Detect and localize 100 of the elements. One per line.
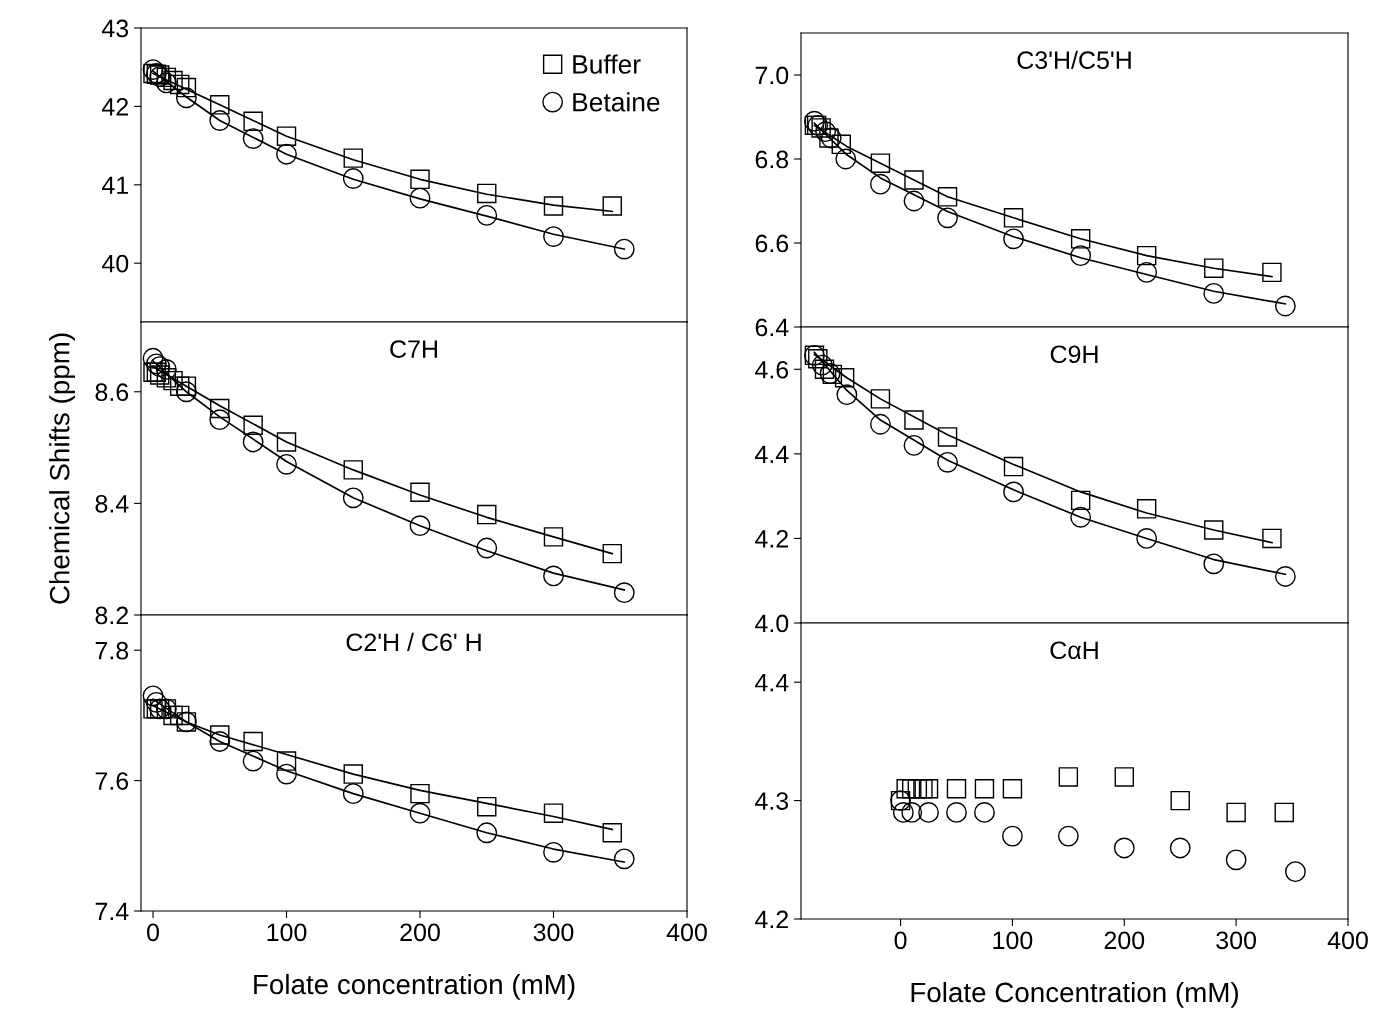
point bbox=[210, 95, 230, 115]
point bbox=[477, 504, 497, 525]
point bbox=[1136, 245, 1157, 266]
text: C2'H / C6' H bbox=[346, 632, 481, 652]
point bbox=[209, 110, 231, 131]
point bbox=[342, 783, 364, 805]
point bbox=[1114, 767, 1135, 787]
point bbox=[613, 848, 635, 870]
y-tick-label: 8.4 bbox=[95, 494, 129, 513]
point bbox=[870, 389, 891, 409]
point bbox=[937, 427, 958, 447]
point bbox=[156, 67, 177, 88]
point bbox=[1057, 825, 1079, 847]
point bbox=[1262, 528, 1282, 549]
x-tick-label: 0 bbox=[894, 931, 907, 950]
x-tick-label: 200 bbox=[1104, 931, 1145, 950]
point bbox=[155, 72, 177, 94]
point bbox=[145, 691, 167, 713]
text: C3'H/C5'H bbox=[1017, 50, 1131, 69]
point bbox=[169, 74, 190, 95]
point bbox=[163, 70, 183, 91]
point bbox=[870, 173, 891, 195]
point bbox=[210, 398, 230, 419]
point bbox=[901, 802, 923, 823]
point bbox=[343, 460, 363, 480]
point bbox=[1203, 282, 1225, 304]
point bbox=[209, 409, 231, 431]
text: C9H bbox=[1050, 345, 1098, 364]
point bbox=[602, 543, 622, 564]
point bbox=[1274, 295, 1296, 317]
point bbox=[974, 802, 995, 823]
point bbox=[1169, 837, 1191, 859]
point bbox=[543, 527, 564, 547]
y-tick-label: 7.6 bbox=[95, 772, 129, 790]
x-tick-label: 100 bbox=[267, 923, 307, 942]
legend-label: Betaine bbox=[573, 92, 660, 112]
x-axis-title: Folate concentration (mM) bbox=[254, 973, 575, 1000]
point bbox=[176, 77, 197, 98]
point bbox=[169, 705, 190, 726]
text: CαH bbox=[1050, 641, 1098, 660]
point bbox=[156, 368, 177, 388]
x-tick-label: 300 bbox=[1216, 931, 1257, 950]
point bbox=[1225, 849, 1247, 871]
point bbox=[142, 685, 164, 707]
point bbox=[543, 196, 564, 216]
point bbox=[410, 169, 430, 190]
point bbox=[476, 204, 498, 226]
point bbox=[1262, 262, 1282, 283]
point bbox=[892, 802, 914, 823]
point bbox=[343, 148, 363, 168]
point bbox=[1203, 553, 1225, 575]
point bbox=[176, 376, 197, 396]
y-axis-title: Chemical Shifts (ppm) bbox=[49, 333, 75, 604]
point bbox=[1113, 837, 1135, 859]
point bbox=[870, 153, 891, 173]
x-tick-label: 200 bbox=[400, 923, 440, 942]
y-tick-label: 4.4 bbox=[755, 445, 789, 463]
y-tick-label: 4.0 bbox=[755, 614, 789, 633]
point bbox=[815, 121, 837, 143]
point bbox=[410, 482, 430, 502]
y-tick-label: 43 bbox=[101, 19, 129, 38]
point bbox=[904, 410, 924, 430]
point bbox=[243, 731, 263, 752]
point bbox=[155, 359, 177, 380]
point bbox=[1226, 802, 1246, 823]
x-axis-title: Folate Concentration (mM) bbox=[911, 981, 1238, 1008]
point bbox=[946, 779, 967, 799]
y-tick-label: 6.6 bbox=[755, 234, 789, 253]
x-tick-label: 300 bbox=[533, 923, 574, 942]
y-tick-label: 7.0 bbox=[755, 66, 789, 85]
point bbox=[476, 822, 498, 844]
point bbox=[896, 779, 916, 799]
point bbox=[276, 143, 297, 165]
point bbox=[209, 731, 231, 752]
point bbox=[937, 207, 958, 229]
point bbox=[243, 415, 263, 435]
point bbox=[1285, 861, 1306, 883]
y-tick-label: 40 bbox=[101, 254, 129, 273]
point bbox=[1070, 245, 1092, 267]
point bbox=[409, 515, 431, 537]
point bbox=[1170, 790, 1190, 811]
point bbox=[169, 376, 190, 396]
point bbox=[1003, 208, 1024, 228]
point bbox=[1274, 802, 1294, 823]
point bbox=[276, 432, 297, 452]
point bbox=[613, 582, 635, 604]
point bbox=[243, 111, 263, 132]
y-tick-label: 8.2 bbox=[95, 606, 128, 625]
x-tick-label: 400 bbox=[1327, 931, 1368, 950]
point bbox=[1070, 506, 1092, 528]
point bbox=[477, 796, 497, 817]
point bbox=[918, 779, 939, 799]
point bbox=[1002, 779, 1023, 799]
y-tick-label: 7.8 bbox=[95, 641, 129, 660]
point bbox=[937, 451, 958, 473]
point bbox=[163, 705, 183, 726]
x-tick-label: 100 bbox=[993, 931, 1033, 950]
y-tick-label: 41 bbox=[101, 176, 128, 194]
y-tick-label: 4.2 bbox=[755, 910, 788, 929]
point bbox=[242, 750, 264, 772]
